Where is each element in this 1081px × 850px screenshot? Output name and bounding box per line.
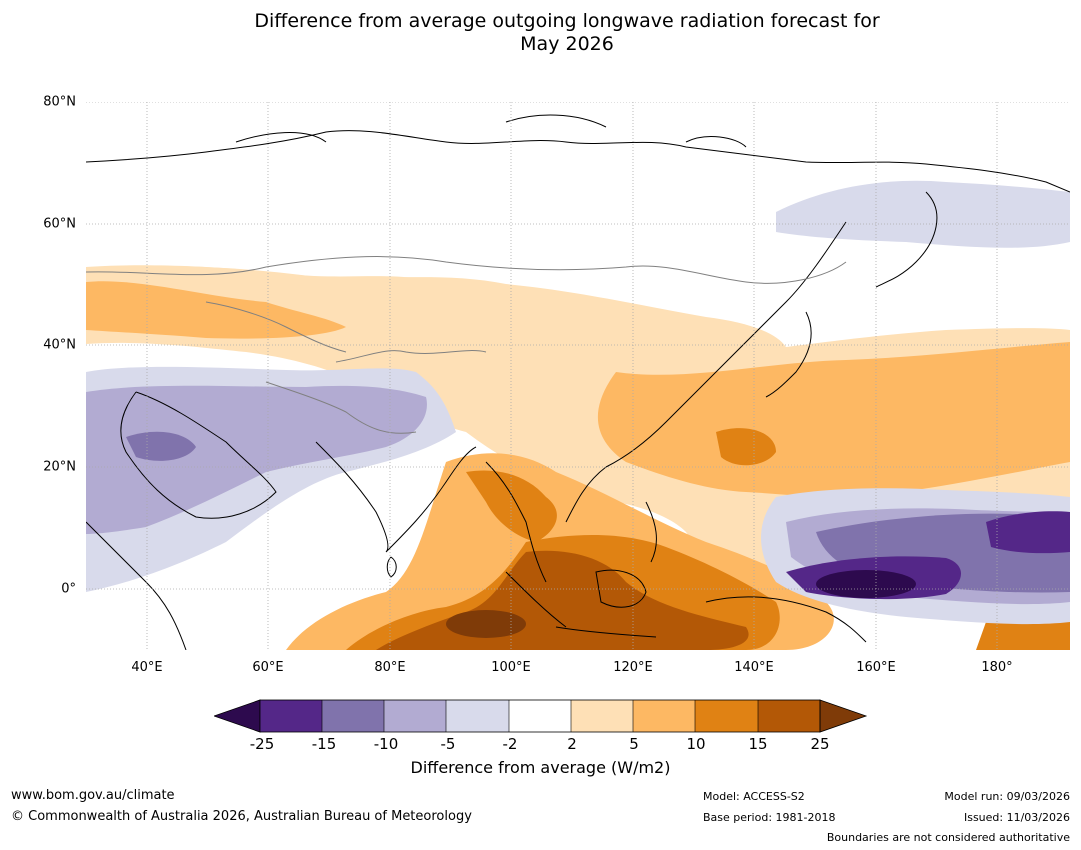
colorbar (212, 698, 868, 734)
colorbar-tick-7: 5 (629, 735, 639, 753)
colorbar-label: Difference from average (W/m2) (410, 758, 671, 777)
colorbar-bin-1 (260, 700, 322, 732)
footer-model-run: Model run: 09/03/2026 (944, 790, 1070, 803)
colorbar-tick-5: -2 (502, 735, 518, 753)
coast-arabia (120, 391, 277, 519)
gridlines (86, 102, 1070, 650)
colorbar-bin-3 (384, 700, 446, 732)
colorbar-svg (212, 699, 868, 733)
colorbar-tick-4: -5 (440, 735, 456, 753)
lat-label-20n: 20°N (43, 459, 76, 475)
coast-sumatra (505, 571, 567, 628)
lon-label-40e: 40°E (131, 660, 163, 675)
coast-new-guinea (705, 596, 867, 643)
footer-base-period: Base period: 1981-2018 (703, 811, 836, 824)
lon-label-60e: 60°E (252, 660, 284, 675)
colorbar-dividers (321, 700, 759, 732)
coast-borneo (595, 569, 647, 608)
lon-label-160e: 160°E (856, 660, 896, 675)
footer-website: www.bom.gov.au/climate (11, 788, 175, 803)
colorbar-outline (259, 699, 821, 733)
boundary-russia-south (86, 256, 847, 284)
coast-africa-east (86, 521, 187, 650)
lon-label-180: 180° (981, 660, 1013, 675)
lon-label-140e: 140°E (734, 660, 774, 675)
fill-pos-5-10-pacific (597, 342, 1070, 497)
fill-neg-below-25 (816, 570, 916, 598)
coast-india (315, 441, 477, 553)
colorbar-tick-10: 25 (810, 735, 830, 753)
lon-label-120e: 120°E (613, 660, 653, 675)
fill-pos-above-25 (446, 610, 526, 638)
colorbar-bin-5 (509, 700, 571, 732)
fill-neg-2-5-siberia (776, 180, 1070, 248)
coast-philippines (645, 501, 657, 563)
lat-label-60n: 60°N (43, 216, 76, 232)
footer-disclaimer: Boundaries are not considered authoritat… (826, 831, 1070, 844)
colorbar-bin-9 (758, 700, 820, 732)
fill-pos-10-15-pacific-warm (716, 428, 776, 466)
colorbar-tick-6: 2 (567, 735, 577, 753)
boundary-central-asia (205, 301, 347, 353)
fill-neg-10-15-arabia (126, 431, 196, 461)
footer-issued: Issued: 11/03/2026 (963, 811, 1070, 824)
colorbar-tick-2: -15 (311, 735, 337, 753)
lon-label-100e: 100°E (491, 660, 531, 675)
olr-anomaly-map (86, 102, 1070, 650)
colorbar-tick-8: 10 (686, 735, 706, 753)
coast-east-asia (565, 221, 847, 523)
coast-arctic (86, 130, 1070, 193)
footer-model: Model: ACCESS-S2 (703, 790, 805, 803)
fill-pos-10-15-indochina (466, 470, 557, 542)
colorbar-bin-6 (571, 700, 633, 732)
lat-label-40n: 40°N (43, 337, 76, 353)
colorbar-bin-8 (695, 700, 758, 732)
coast-japan (765, 311, 812, 398)
coast-arctic-islands (235, 114, 747, 148)
coastlines (86, 114, 1070, 650)
map-panel (86, 102, 1070, 650)
lon-label-80e: 80°E (374, 660, 406, 675)
boundary-china-west (335, 350, 487, 363)
coast-sri-lanka (386, 556, 397, 578)
chart-title: Difference from average outgoing longwav… (0, 10, 1081, 56)
title-line-2: May 2026 (520, 33, 614, 55)
anomaly-fills (86, 180, 1070, 650)
colorbar-extend-min (212, 699, 261, 733)
colorbar-tick-1: -25 (249, 735, 275, 753)
fill-neg-15-25-pacific-east (986, 511, 1070, 554)
colorbar-bin-2 (322, 700, 384, 732)
fill-neg-5-10-arabia-india (86, 385, 427, 534)
coast-kamchatka (875, 191, 938, 288)
coast-java (555, 626, 657, 638)
lat-label-80n: 80°N (43, 94, 76, 110)
fill-pos-10-15-se-corner (976, 618, 1070, 650)
colorbar-tick-3: -10 (373, 735, 399, 753)
coast-indochina (485, 461, 547, 583)
colorbar-bin-7 (633, 700, 695, 732)
colorbar-extend-max (819, 699, 868, 733)
lat-label-0: 0° (61, 581, 76, 597)
colorbar-bin-4 (446, 700, 509, 732)
title-line-1: Difference from average outgoing longwav… (254, 10, 880, 32)
colorbar-tick-9: 15 (748, 735, 768, 753)
footer-copyright: © Commonwealth of Australia 2026, Austra… (11, 809, 472, 824)
